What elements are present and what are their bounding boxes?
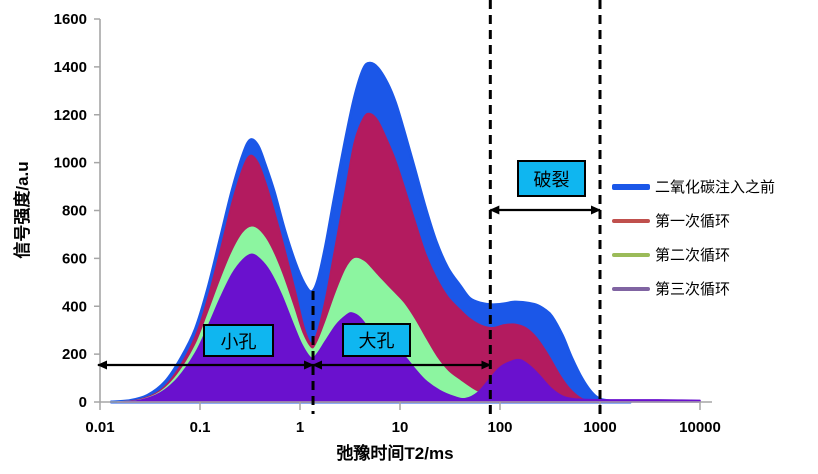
fracture-label-box: 破裂 [517, 160, 586, 197]
dashed-boundary-lines [311, 0, 602, 414]
x-axis-ticks: 0.01 0.1 1 10 100 1000 10000 [85, 402, 721, 436]
y-tick-label: 200 [62, 346, 87, 363]
legend-label: 二氧化碳注入之前 [655, 179, 776, 196]
y-tick-label: 0 [79, 394, 87, 411]
y-tick-label: 400 [62, 298, 87, 315]
x-tick-label: 0.1 [190, 419, 211, 436]
y-tick-label: 1200 [54, 107, 87, 124]
y-tick-label: 1400 [54, 59, 87, 76]
legend-label: 第一次循环 [655, 213, 731, 230]
legend-label: 第三次循环 [655, 281, 731, 298]
y-tick-label: 800 [62, 203, 87, 220]
small-pore-label-box: 小孔 [203, 324, 274, 357]
x-tick-label: 10 [392, 419, 409, 436]
x-tick-label: 1000 [583, 419, 616, 436]
y-tick-label: 1000 [54, 155, 87, 172]
legend-swatch-icon [612, 252, 650, 257]
legend-item-2: 第二次循环 [612, 244, 775, 265]
x-tick-label: 0.01 [85, 419, 114, 436]
legend-item-3: 第三次循环 [612, 278, 775, 299]
x-tick-label: 10000 [679, 419, 721, 436]
x-tick-label: 1 [296, 419, 304, 436]
large-pore-label-box: 大孔 [342, 323, 411, 357]
legend-swatch-icon [612, 183, 650, 190]
range-arrows [97, 205, 601, 370]
legend-swatch-icon [612, 218, 650, 223]
chart-legend: 二氧化碳注入之前 第一次循环第二次循环第三次循环 [612, 176, 775, 299]
legend-item-1: 第一次循环 [612, 210, 775, 231]
x-axis-title: 弛豫时间T2/ms [336, 443, 453, 463]
legend-label: 第二次循环 [655, 247, 731, 264]
y-tick-label: 600 [62, 250, 87, 267]
legend-swatch-icon [612, 286, 650, 291]
y-axis-title: 信号强度/a.u [12, 161, 32, 258]
y-tick-label: 1600 [54, 11, 87, 28]
y-axis-ticks: 0 200 400 600 800 1000 1200 1400 1600 [54, 11, 100, 411]
x-tick-label: 100 [487, 419, 512, 436]
legend-item-0: 二氧化碳注入之前 [612, 176, 775, 197]
